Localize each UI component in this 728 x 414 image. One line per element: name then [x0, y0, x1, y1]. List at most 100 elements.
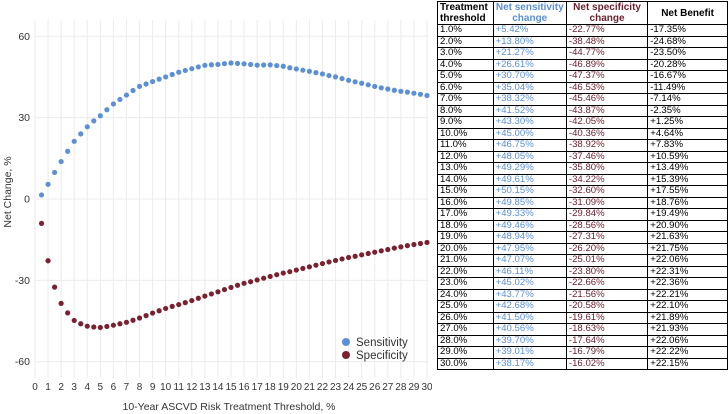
- cell-net-sensitivity: +49.29%: [492, 162, 567, 175]
- specificity-point: [221, 286, 228, 293]
- cell-net-specificity: -46.89%: [565, 58, 649, 71]
- x-tick-label: 15: [225, 382, 237, 393]
- sensitivity-point: [391, 87, 397, 93]
- x-tick-label: 10: [160, 382, 172, 393]
- cell-net-sensitivity: +50.15%: [492, 185, 567, 198]
- specificity-point: [104, 323, 110, 330]
- specificity-point: [346, 254, 352, 261]
- specificity-point: [130, 317, 136, 323]
- cell-threshold: 17.0%: [437, 208, 494, 221]
- table-row: 3.0% +21.27% -44.77% -23.50%: [437, 47, 728, 60]
- y-tick-labels: 60 30 0 -30 -60: [15, 31, 30, 368]
- table-row: 4.0% +26.61% -46.89% -20.28%: [437, 58, 728, 71]
- cell-threshold: 6.0%: [437, 81, 494, 94]
- cell-net-specificity: -46.53%: [565, 81, 649, 94]
- table-row: 16.0% +49.85% -31.09% +18.76%: [437, 196, 728, 209]
- table-row: 17.0% +49.33% -29.84% +19.49%: [437, 208, 728, 221]
- sensitivity-point: [254, 62, 260, 68]
- sensitivity-point: [78, 131, 84, 137]
- table-row: 12.0% +48.05% -37.46% +10.59%: [437, 150, 728, 163]
- table-row: 29.0% +39.01% -16.79% +22.22%: [437, 346, 728, 359]
- y-tick-label: 60: [18, 31, 30, 43]
- sensitivity-point: [202, 62, 208, 68]
- cell-net-benefit: +22.31%: [647, 265, 728, 278]
- cell-net-specificity: -18.63%: [565, 323, 649, 336]
- cell-net-benefit: +22.21%: [647, 288, 728, 301]
- cell-net-benefit: -11.49%: [647, 81, 728, 94]
- specificity-point: [176, 301, 182, 308]
- table-row: 26.0% +41.50% -19.61% +21.89%: [437, 311, 728, 324]
- table-row: 27.0% +40.56% -18.63% +21.93%: [437, 323, 728, 336]
- x-tick-label: 21: [304, 382, 316, 393]
- specificity-point: [248, 279, 254, 285]
- cell-threshold: 23.0%: [437, 277, 494, 290]
- sensitivity-point: [346, 77, 352, 83]
- cell-net-benefit: +18.76%: [647, 196, 728, 209]
- cell-net-benefit: -16.67%: [647, 70, 728, 83]
- cell-net-specificity: -45.46%: [565, 93, 649, 106]
- cell-threshold: 24.0%: [437, 288, 494, 301]
- sensitivity-point: [228, 60, 234, 66]
- sensitivity-point: [91, 118, 97, 124]
- sensitivity-point: [110, 101, 116, 107]
- cell-threshold: 19.0%: [437, 231, 494, 244]
- sensitivity-point: [424, 92, 430, 99]
- sensitivity-point: [208, 62, 214, 68]
- specificity-point: [365, 250, 371, 257]
- cell-net-sensitivity: +39.70%: [492, 334, 567, 347]
- table-row: 6.0% +35.04% -46.53% -11.49%: [437, 81, 728, 94]
- cell-net-sensitivity: +5.42%: [492, 24, 567, 37]
- x-tick-label: 17: [252, 382, 264, 393]
- sensitivity-point: [45, 181, 51, 187]
- specificity-point: [58, 300, 64, 306]
- sensitivity-point: [156, 76, 162, 82]
- x-tick-label: 19: [278, 382, 290, 393]
- legend-sensitivity-label: Sensitivity: [356, 337, 408, 349]
- specificity-point: [169, 303, 175, 309]
- x-tick-label: 27: [382, 382, 394, 393]
- table-row: 7.0% +38.32% -45.46% -7.14%: [437, 93, 728, 106]
- x-tick-label: 28: [395, 382, 407, 393]
- table-row: 30.0% +38.17% -16.02% +22.15%: [437, 357, 728, 370]
- cell-net-benefit: +20.90%: [647, 219, 728, 232]
- cell-net-specificity: -37.46%: [565, 150, 649, 163]
- cell-threshold: 20.0%: [437, 242, 494, 255]
- sensitivity-point: [234, 60, 241, 66]
- cell-threshold: 4.0%: [437, 58, 494, 71]
- x-tick-label: 13: [199, 382, 211, 393]
- cell-threshold: 9.0%: [437, 116, 494, 129]
- specificity-point: [306, 264, 312, 270]
- sensitivity-point: [71, 138, 77, 144]
- cell-net-specificity: -40.36%: [565, 127, 649, 140]
- specificity-point: [52, 284, 58, 290]
- x-tick-label: 2: [58, 382, 64, 393]
- cell-net-sensitivity: +49.85%: [492, 196, 567, 209]
- cell-threshold: 3.0%: [437, 47, 494, 60]
- cell-threshold: 11.0%: [437, 139, 494, 152]
- specificity-point: [156, 308, 162, 314]
- x-tick-label: 29: [408, 382, 420, 393]
- cell-threshold: 16.0%: [437, 196, 494, 209]
- y-tick-label: 30: [18, 112, 30, 124]
- sensitivity-point: [287, 65, 293, 71]
- specificity-point: [385, 246, 391, 253]
- cell-net-benefit: -23.50%: [647, 47, 728, 60]
- cell-net-sensitivity: +38.17%: [492, 357, 567, 370]
- specificity-point: [182, 300, 188, 306]
- legend-sensitivity-marker: [342, 338, 350, 346]
- specificity-point: [332, 257, 339, 264]
- table-row: 2.0% +13.80% -38.48% -24.68%: [437, 35, 728, 48]
- specificity-point: [123, 319, 130, 325]
- table-row: 25.0% +42.68% -20.58% +22.10%: [437, 300, 728, 313]
- header-treatment-threshold: Treatment threshold: [437, 1, 494, 25]
- x-tick-label: 11: [174, 382, 185, 393]
- cell-threshold: 2.0%: [437, 35, 494, 48]
- y-tick-label: 0: [24, 194, 30, 206]
- specificity-point: [84, 323, 90, 329]
- specificity-point: [136, 315, 143, 321]
- x-tick-label: 0: [32, 382, 38, 393]
- x-tick-label: 6: [111, 382, 117, 393]
- sensitivity-point: [38, 192, 45, 198]
- x-axis-label: 10-Year ASCVD Risk Treatment Threshold, …: [122, 401, 335, 413]
